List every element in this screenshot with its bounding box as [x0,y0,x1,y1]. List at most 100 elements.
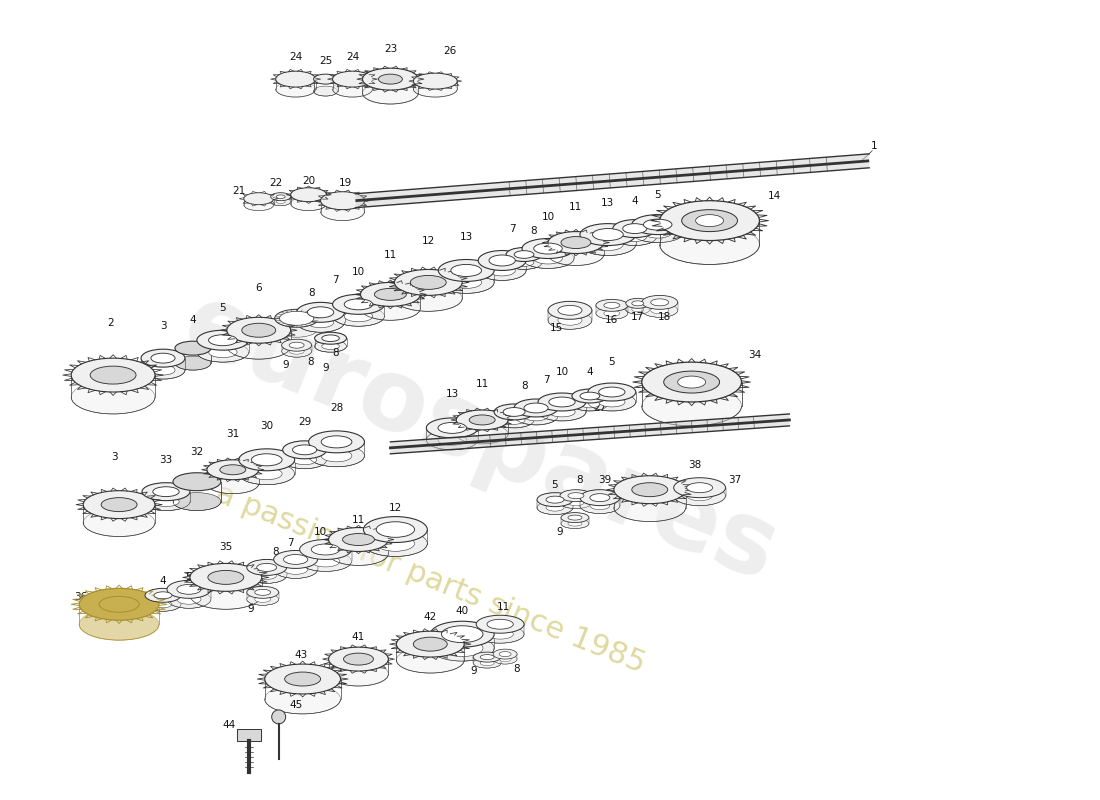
Ellipse shape [145,588,180,602]
Ellipse shape [438,259,494,282]
Ellipse shape [410,275,447,290]
Ellipse shape [695,214,724,226]
Ellipse shape [686,490,713,501]
Ellipse shape [456,424,508,444]
Text: 12: 12 [421,235,434,246]
Ellipse shape [614,476,685,504]
Ellipse shape [644,227,672,238]
Ellipse shape [476,626,524,643]
Ellipse shape [99,596,139,612]
Ellipse shape [430,622,494,647]
Ellipse shape [580,498,619,514]
Ellipse shape [344,311,373,322]
Ellipse shape [265,664,341,694]
Ellipse shape [314,74,338,84]
Ellipse shape [568,500,584,506]
Ellipse shape [487,619,514,629]
Ellipse shape [548,231,604,254]
Ellipse shape [297,302,344,322]
Ellipse shape [314,86,338,96]
Ellipse shape [141,349,185,367]
Text: 43: 43 [294,650,307,660]
Ellipse shape [561,237,591,249]
Ellipse shape [343,653,373,665]
Ellipse shape [276,200,285,203]
Text: 7: 7 [332,275,339,286]
Text: 22: 22 [270,178,283,188]
Ellipse shape [580,400,600,408]
Text: 10: 10 [541,212,554,222]
Text: 13: 13 [602,198,615,208]
Ellipse shape [244,198,274,210]
Text: a passion for parts since 1985: a passion for parts since 1985 [211,479,649,679]
Ellipse shape [344,299,373,310]
Ellipse shape [329,527,388,551]
Ellipse shape [593,229,624,241]
Text: 7: 7 [509,223,516,234]
Text: 8: 8 [576,474,583,485]
Ellipse shape [283,451,327,469]
Ellipse shape [481,654,494,659]
Text: 3: 3 [111,452,118,462]
Text: 16: 16 [605,315,618,326]
Ellipse shape [549,397,575,407]
Ellipse shape [506,247,542,262]
Ellipse shape [299,539,352,559]
Ellipse shape [522,249,574,269]
Text: 9: 9 [283,360,289,370]
Ellipse shape [682,210,737,231]
Text: 35: 35 [219,542,232,553]
Ellipse shape [476,615,524,633]
Ellipse shape [246,567,287,583]
Text: 15: 15 [549,323,562,334]
Ellipse shape [430,635,494,661]
Ellipse shape [487,630,514,639]
Ellipse shape [534,253,562,264]
Ellipse shape [329,662,388,686]
Ellipse shape [363,530,427,557]
Circle shape [272,710,286,724]
Ellipse shape [141,361,185,379]
Ellipse shape [686,482,713,493]
Ellipse shape [361,296,420,320]
Ellipse shape [660,201,759,241]
Ellipse shape [651,299,669,306]
Ellipse shape [320,192,364,210]
Ellipse shape [473,652,502,662]
Ellipse shape [256,563,277,571]
Text: 1: 1 [871,141,878,151]
Ellipse shape [361,282,420,306]
Ellipse shape [414,637,448,651]
Ellipse shape [297,312,344,332]
Ellipse shape [322,335,339,342]
Ellipse shape [290,197,327,210]
Ellipse shape [524,403,548,413]
Ellipse shape [590,494,609,502]
Ellipse shape [414,73,458,89]
Ellipse shape [473,658,502,668]
Ellipse shape [548,311,592,330]
Ellipse shape [499,652,512,657]
Ellipse shape [673,478,726,498]
Text: 21: 21 [232,186,245,196]
Ellipse shape [538,393,586,411]
Ellipse shape [568,493,584,498]
Ellipse shape [332,294,384,314]
Ellipse shape [311,544,340,555]
Ellipse shape [506,255,542,270]
Ellipse shape [441,640,483,657]
Ellipse shape [631,307,644,312]
Ellipse shape [644,219,672,230]
Ellipse shape [546,504,564,511]
Polygon shape [355,154,869,208]
Ellipse shape [153,497,179,506]
Ellipse shape [598,387,625,397]
Ellipse shape [151,354,175,363]
Ellipse shape [173,493,221,510]
Ellipse shape [396,631,464,657]
Ellipse shape [283,441,327,458]
Text: 12: 12 [388,502,401,513]
Ellipse shape [363,82,418,104]
Ellipse shape [167,590,211,608]
Ellipse shape [490,265,515,276]
